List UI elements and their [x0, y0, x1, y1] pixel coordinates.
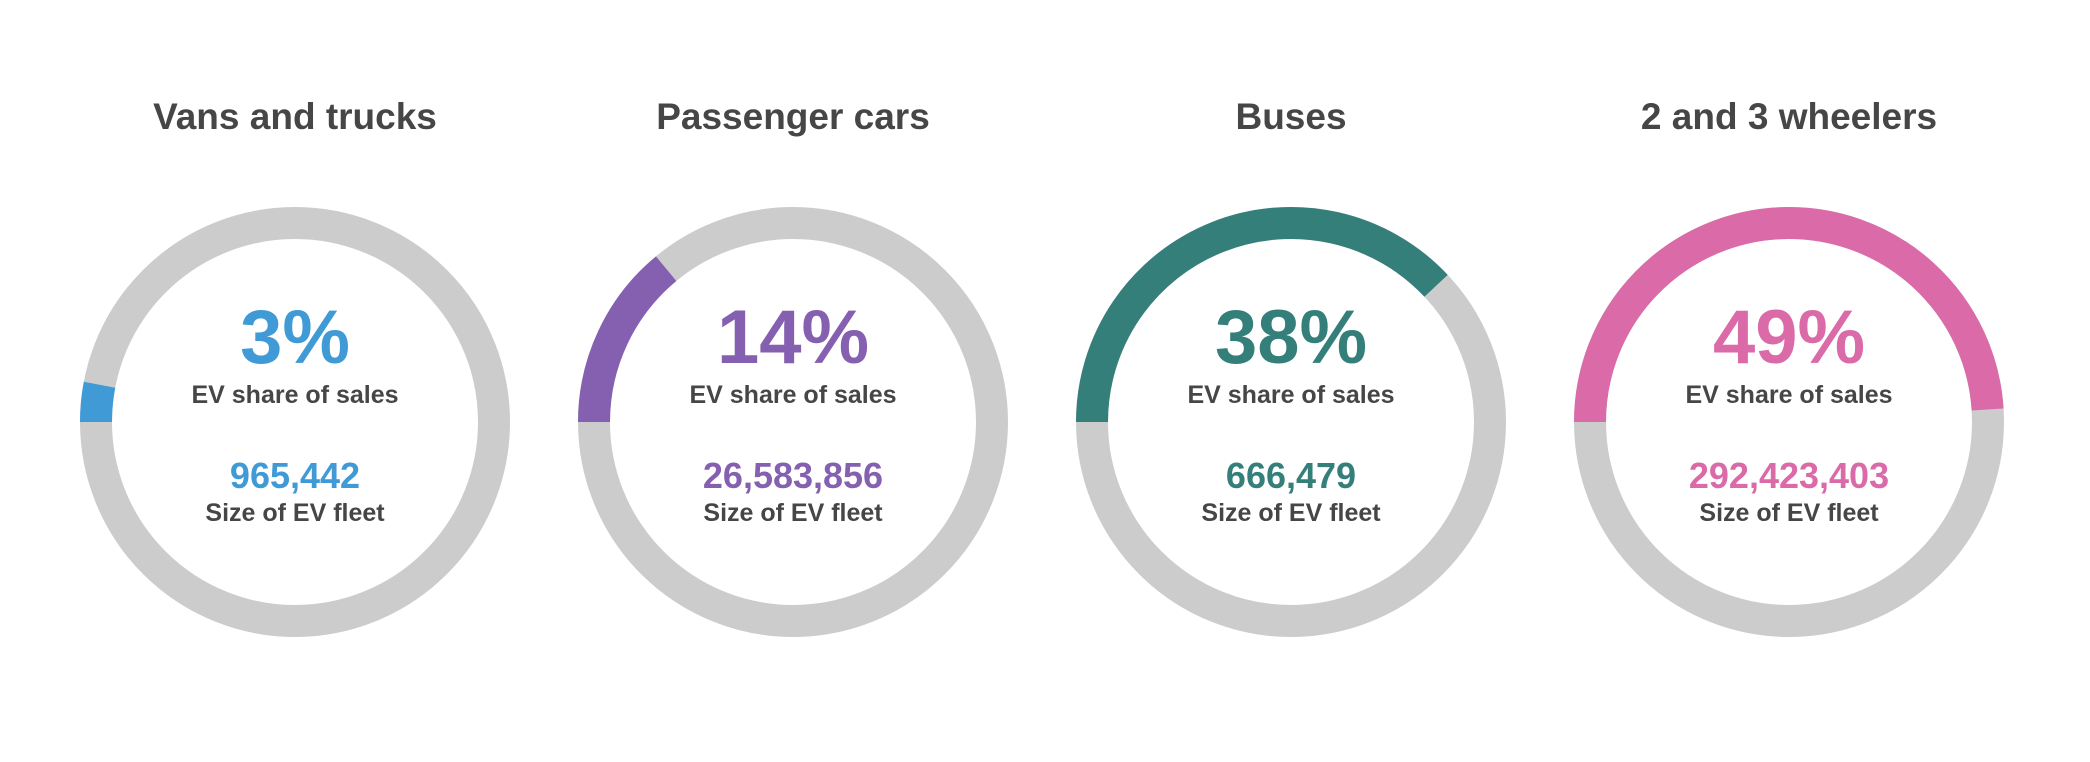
fleet-size-value: 965,442	[229, 455, 361, 496]
ev-share-value: 14%	[716, 295, 870, 380]
gauge-arc	[1574, 207, 2004, 423]
ev-share-label: EV share of sales	[689, 381, 897, 409]
ev-share-label: EV share of sales	[1685, 381, 1893, 409]
gauge-arc	[578, 256, 677, 423]
gauge-arc	[80, 381, 116, 423]
gauge-ring	[578, 207, 1008, 637]
gauge-track	[80, 207, 510, 637]
fleet-size-label: Size of EV fleet	[205, 499, 385, 527]
panel-vans-and-trucks: Vans and trucks 3% EV share of sales 965…	[45, 0, 545, 762]
panel-title: Passenger cars	[656, 96, 930, 137]
ev-share-label: EV share of sales	[1187, 381, 1395, 409]
panel-2-and-3-wheelers: 2 and 3 wheelers 49% EV share of sales 2…	[1539, 0, 2039, 762]
panel-title: Vans and trucks	[153, 96, 437, 137]
fleet-size-value: 666,479	[1225, 455, 1357, 496]
panel-passenger-cars: Passenger cars 14% EV share of sales 26,…	[543, 0, 1043, 762]
fleet-size-label: Size of EV fleet	[703, 499, 883, 527]
panel-buses: Buses 38% EV share of sales 666,479 Size…	[1041, 0, 1541, 762]
gauge-ring	[1574, 207, 2004, 637]
gauge-ring	[1076, 207, 1506, 637]
ev-share-value: 49%	[1712, 295, 1866, 380]
panel-title: 2 and 3 wheelers	[1640, 96, 1938, 137]
fleet-size-label: Size of EV fleet	[1201, 499, 1381, 527]
ev-share-label: EV share of sales	[191, 381, 399, 409]
ev-share-value: 38%	[1214, 295, 1368, 380]
fleet-size-label: Size of EV fleet	[1699, 499, 1879, 527]
panel-title: Buses	[1235, 96, 1347, 137]
ev-share-value: 3%	[240, 295, 350, 380]
fleet-size-value: 292,423,403	[1688, 455, 1890, 496]
gauge-ring	[80, 207, 510, 637]
gauge-arc	[1076, 207, 1448, 423]
fleet-size-value: 26,583,856	[702, 455, 884, 496]
